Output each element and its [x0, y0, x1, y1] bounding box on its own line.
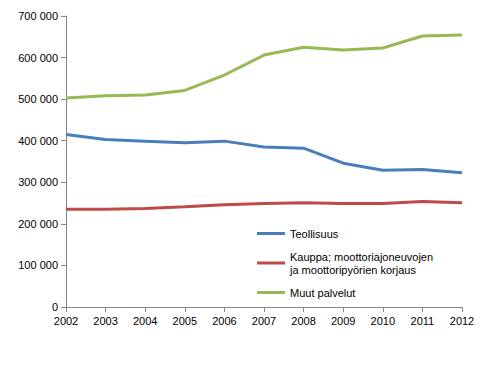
svg-text:0: 0: [52, 301, 58, 313]
svg-text:200 000: 200 000: [18, 218, 58, 230]
svg-text:600 000: 600 000: [18, 52, 58, 64]
svg-text:Teollisuus: Teollisuus: [290, 228, 339, 240]
svg-text:500 000: 500 000: [18, 93, 58, 105]
svg-text:300 000: 300 000: [18, 176, 58, 188]
svg-text:2007: 2007: [252, 315, 276, 327]
svg-text:2011: 2011: [411, 315, 435, 327]
svg-text:2009: 2009: [331, 315, 355, 327]
svg-text:2010: 2010: [371, 315, 395, 327]
svg-text:2008: 2008: [291, 315, 315, 327]
svg-text:100 000: 100 000: [18, 259, 58, 271]
svg-text:400 000: 400 000: [18, 135, 58, 147]
svg-text:2005: 2005: [173, 315, 197, 327]
svg-text:2004: 2004: [133, 315, 157, 327]
svg-text:2006: 2006: [212, 315, 236, 327]
svg-text:700 000: 700 000: [18, 10, 58, 22]
svg-text:2002: 2002: [54, 315, 78, 327]
svg-text:Kauppa; moottoriajoneuvojen: Kauppa; moottoriajoneuvojen: [290, 251, 433, 263]
svg-text:ja moottoripyörien korjaus: ja moottoripyörien korjaus: [289, 264, 416, 276]
svg-text:2003: 2003: [93, 315, 117, 327]
svg-text:2012: 2012: [450, 315, 474, 327]
svg-text:Muut palvelut: Muut palvelut: [290, 287, 355, 299]
